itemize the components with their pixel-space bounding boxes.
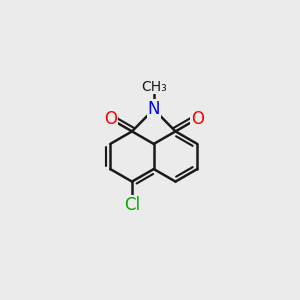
Text: CH₃: CH₃ [141, 80, 167, 94]
Text: O: O [191, 110, 204, 128]
Text: O: O [104, 110, 117, 128]
Text: N: N [148, 100, 160, 118]
Text: Cl: Cl [124, 196, 140, 214]
